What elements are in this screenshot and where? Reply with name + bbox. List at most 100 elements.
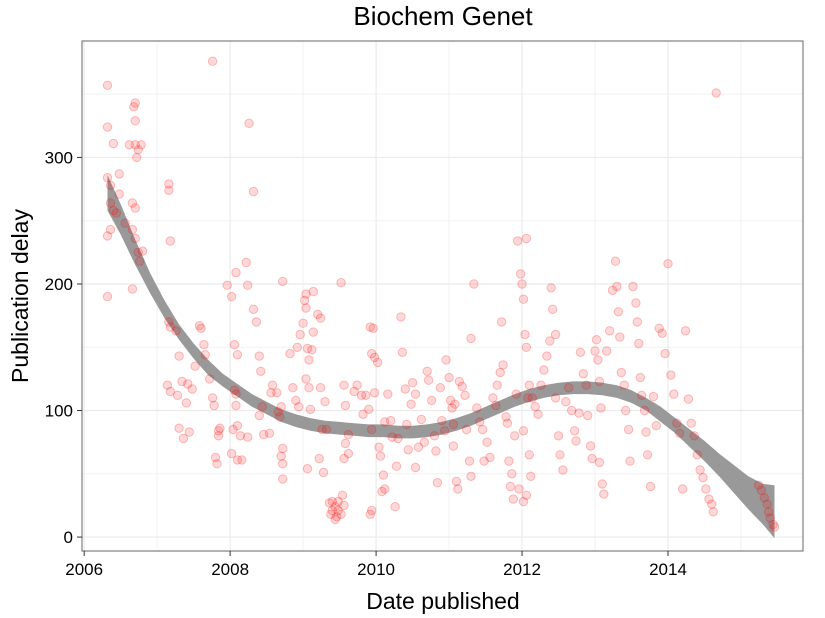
data-point (301, 289, 311, 299)
data-point (129, 102, 139, 112)
data-point (307, 345, 317, 355)
data-point (207, 393, 218, 403)
data-point (628, 281, 638, 292)
data-point (352, 380, 362, 390)
data-point (339, 380, 349, 390)
data-point (698, 472, 708, 483)
data-point (574, 408, 584, 418)
data-point (762, 499, 772, 509)
data-point (361, 390, 371, 400)
data-point (177, 376, 187, 387)
data-point (548, 304, 558, 314)
data-point (332, 512, 342, 522)
data-point (105, 198, 116, 208)
data-point (324, 498, 335, 508)
data-point (213, 426, 224, 436)
data-point (396, 312, 406, 322)
data-point (178, 433, 189, 444)
data-point (266, 388, 276, 398)
data-point (461, 424, 472, 435)
data-point (365, 509, 375, 519)
data-point (431, 446, 441, 456)
data-point (502, 418, 513, 428)
data-point (330, 514, 340, 525)
data-point (591, 335, 602, 345)
data-point (477, 424, 488, 435)
data-point (491, 400, 501, 411)
data-point (174, 423, 184, 433)
data-point (172, 390, 183, 400)
data-point (403, 445, 413, 455)
data-point (248, 186, 259, 197)
data-point (542, 351, 552, 361)
data-point (137, 246, 148, 256)
data-point (339, 453, 349, 464)
data-point (520, 329, 530, 340)
data-point (235, 431, 246, 441)
data-point (102, 122, 113, 132)
data-point (686, 418, 696, 428)
data-point (596, 403, 606, 413)
data-point (619, 380, 629, 390)
data-point (301, 303, 311, 313)
data-point (518, 294, 529, 304)
data-point (517, 279, 527, 289)
data-point (583, 410, 593, 421)
data-point (365, 322, 375, 332)
data-point (320, 397, 330, 407)
data-point (237, 455, 247, 465)
data-point (594, 457, 605, 468)
data-point (243, 280, 253, 290)
data-point (367, 505, 377, 516)
data-point (450, 399, 460, 409)
data-point (276, 402, 286, 412)
data-point (518, 426, 529, 436)
data-point (590, 346, 600, 356)
data-point (232, 421, 243, 431)
data-point (479, 456, 489, 466)
data-point (304, 383, 314, 393)
data-point (515, 269, 526, 279)
data-point (437, 416, 447, 426)
data-point (466, 333, 476, 344)
data-points (102, 56, 780, 532)
data-point (597, 479, 607, 489)
data-point (669, 389, 679, 399)
data-point (288, 383, 298, 393)
data-point (374, 442, 384, 452)
data-point (585, 441, 596, 451)
data-point (447, 403, 457, 413)
data-point (226, 448, 237, 459)
data-point (165, 386, 176, 397)
data-point (488, 393, 498, 403)
data-point (248, 304, 259, 314)
data-point (321, 424, 332, 435)
data-point (358, 409, 368, 419)
data-point (495, 367, 505, 378)
data-point (539, 365, 549, 375)
data-point (550, 329, 561, 340)
data-point (102, 173, 113, 183)
data-point (615, 332, 625, 342)
data-point (339, 500, 349, 511)
data-point (196, 323, 206, 333)
data-point (257, 402, 267, 412)
data-point (555, 450, 565, 460)
data-point (610, 256, 621, 266)
data-point (695, 465, 705, 475)
data-point (569, 426, 580, 436)
data-point (631, 298, 641, 308)
data-point (272, 388, 282, 398)
data-point (621, 405, 631, 416)
data-point (561, 397, 571, 407)
data-point (315, 383, 326, 393)
data-point (753, 480, 764, 490)
data-point (422, 366, 432, 376)
plot-border (81, 40, 804, 552)
data-point (524, 380, 534, 390)
data-point (375, 451, 386, 461)
data-point (536, 380, 546, 390)
data-point (190, 361, 200, 371)
data-point (364, 404, 374, 414)
data-point (567, 405, 577, 416)
